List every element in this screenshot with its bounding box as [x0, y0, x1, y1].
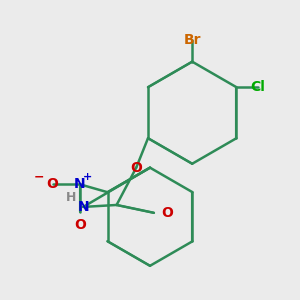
- Text: Cl: Cl: [250, 80, 266, 94]
- Text: N: N: [77, 200, 89, 214]
- Text: Br: Br: [184, 33, 201, 47]
- Text: N: N: [74, 177, 86, 191]
- Text: H: H: [66, 190, 76, 204]
- Text: O: O: [46, 177, 58, 191]
- Text: O: O: [74, 218, 86, 232]
- Text: O: O: [130, 161, 142, 175]
- Text: O: O: [162, 206, 174, 220]
- Text: +: +: [83, 172, 92, 182]
- Text: −: −: [34, 170, 44, 183]
